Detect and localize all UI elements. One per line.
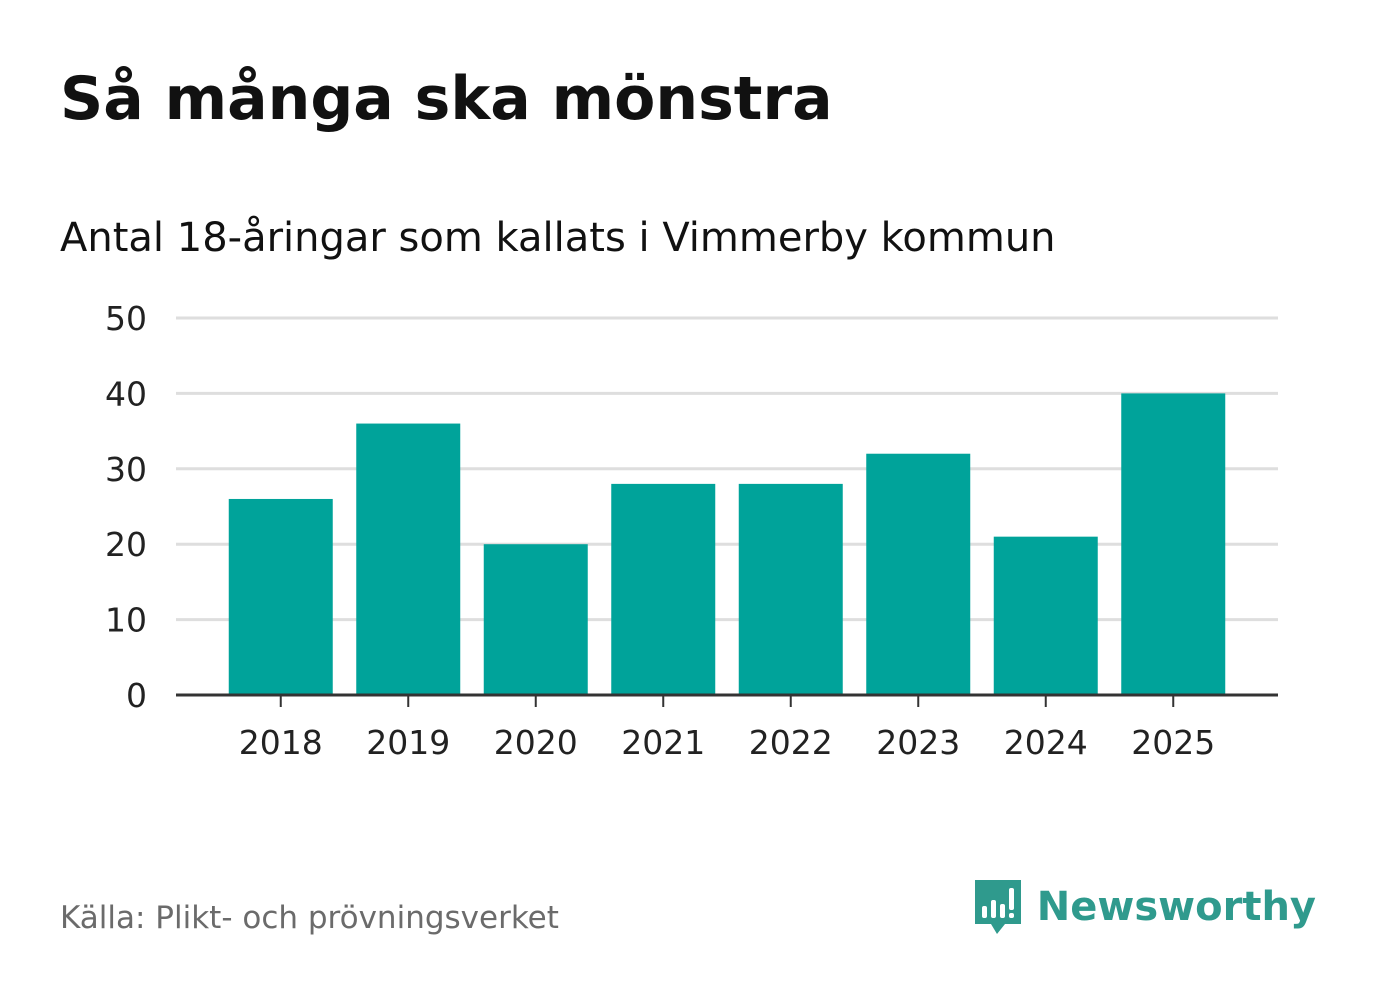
chart-title: Så många ska mönstra bbox=[60, 64, 833, 134]
y-tick-label: 10 bbox=[105, 601, 147, 640]
bar[interactable] bbox=[866, 453, 971, 695]
y-axis-tick-labels: 0 10 20 30 40 50 bbox=[105, 299, 147, 715]
bar[interactable] bbox=[483, 544, 588, 695]
x-tick-label: 2019 bbox=[366, 723, 450, 762]
x-axis-tick-labels: 2018 2019 2020 2021 2022 2023 2024 2025 bbox=[239, 723, 1215, 762]
x-tick-label: 2020 bbox=[494, 723, 578, 762]
bars bbox=[228, 393, 1226, 695]
bar[interactable] bbox=[1121, 393, 1226, 695]
y-tick-label: 50 bbox=[105, 299, 147, 338]
y-tick-label: 20 bbox=[105, 525, 147, 564]
x-axis bbox=[176, 693, 1278, 707]
source-note: Källa: Plikt- och prövningsverket bbox=[60, 900, 559, 936]
brand-logo[interactable]: Newsworthy bbox=[973, 878, 1316, 936]
bar[interactable] bbox=[993, 536, 1098, 695]
bar[interactable] bbox=[228, 498, 333, 695]
x-tick-label: 2024 bbox=[1004, 723, 1088, 762]
x-tick-label: 2022 bbox=[749, 723, 833, 762]
x-tick-label: 2021 bbox=[621, 723, 705, 762]
bar[interactable] bbox=[611, 483, 716, 695]
bar[interactable] bbox=[738, 483, 843, 695]
x-tick-label: 2018 bbox=[239, 723, 323, 762]
grid-lines bbox=[176, 316, 1278, 622]
x-tick-label: 2023 bbox=[876, 723, 960, 762]
newsworthy-logo-icon bbox=[974, 880, 1021, 934]
bar[interactable] bbox=[356, 423, 461, 695]
y-tick-label: 30 bbox=[105, 450, 147, 489]
brand-name: Newsworthy bbox=[1036, 884, 1316, 930]
y-tick-label: 0 bbox=[126, 676, 147, 715]
x-tick-label: 2025 bbox=[1131, 723, 1215, 762]
y-tick-label: 40 bbox=[105, 374, 147, 413]
chart-subtitle: Antal 18-åringar som kallats i Vimmerby … bbox=[60, 215, 1056, 261]
